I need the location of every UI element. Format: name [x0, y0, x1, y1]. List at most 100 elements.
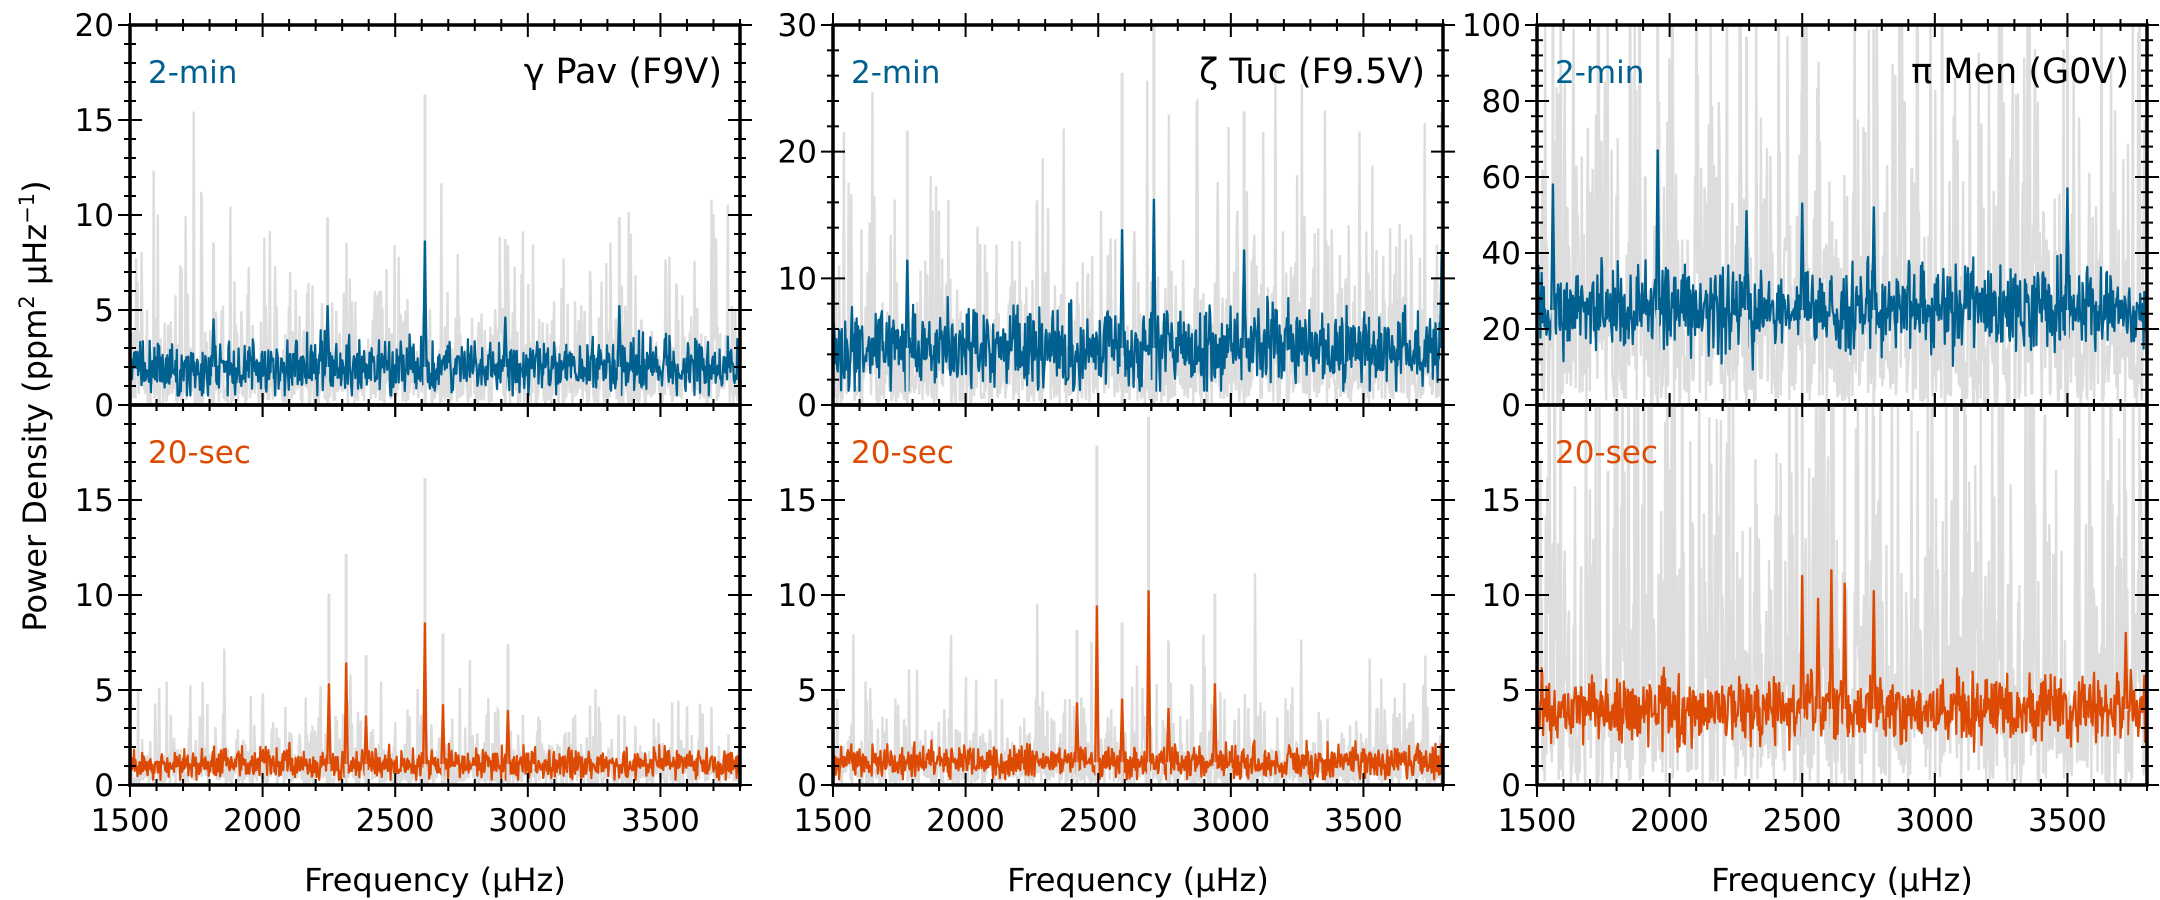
smoothed-peak — [1165, 707, 1172, 763]
smoothed-peak — [422, 240, 428, 368]
x-tick-label: 2000 — [1630, 803, 1709, 839]
x-tick-label: 2000 — [926, 803, 1005, 839]
y-tick-label: 0 — [94, 768, 114, 804]
plot-area — [130, 94, 740, 405]
panel-ztuc-20sec: 0 5 10 15 1500 2000 2500 3000 3500 Frequency (μHz… — [778, 393, 1455, 899]
x-axis-label: Frequency (μHz) — [304, 861, 566, 899]
y-tick-label: 15 — [75, 483, 114, 519]
panel-ztuc-2min: 0 10 20 30 2-min ζ Tuc (F9.5V) — [778, 8, 1455, 424]
y-tick-label: 5 — [94, 673, 114, 709]
y-tick-label: 15 — [1482, 483, 1521, 519]
x-tick-label: 2500 — [1763, 803, 1842, 839]
star-label: π Men (G0V) — [1911, 52, 2129, 92]
y-tick-label: 10 — [75, 578, 114, 614]
smoothed-peak — [1094, 605, 1100, 763]
plot-area — [833, 416, 1443, 785]
y-tick-label: 20 — [75, 8, 114, 44]
smoothed-spectrum — [833, 295, 1443, 392]
y-tick-label: 10 — [1482, 578, 1521, 614]
y-tick-label: 5 — [1501, 673, 1521, 709]
smoothed-peak — [502, 316, 509, 368]
smoothed-peak — [1241, 249, 1247, 349]
y-tick-label: 80 — [1482, 84, 1521, 120]
y-tick-label: 15 — [75, 103, 114, 139]
star-label: γ Pav (F9V) — [524, 52, 722, 92]
smoothed-peak — [363, 715, 369, 765]
cadence-label: 2-min — [851, 55, 940, 91]
x-tick-label: 3000 — [1895, 803, 1974, 839]
smoothed-peak — [210, 318, 217, 368]
x-tick-label: 2500 — [356, 803, 435, 839]
y-tick-label: 5 — [94, 293, 114, 329]
y-axis-label-sup2: −1 — [15, 193, 39, 224]
raw-spectrum — [1537, 405, 2147, 785]
y-tick-label: 10 — [778, 578, 817, 614]
y-tick-label: 0 — [1501, 388, 1521, 424]
panel-pmen-20sec: 0 5 10 15 1500 2000 2500 3000 3500 Frequency (μHz… — [1482, 393, 2159, 899]
x-tick-label: 1500 — [794, 803, 873, 839]
plot-area — [1537, 405, 2147, 785]
cadence-label: 2-min — [148, 55, 237, 91]
smoothed-peak — [1119, 229, 1125, 349]
cadence-label: 20-sec — [148, 435, 251, 471]
x-axis-label: Frequency (μHz) — [1007, 861, 1269, 899]
smoothed-peak — [343, 662, 349, 765]
smoothed-peak — [1815, 597, 1821, 710]
smoothed-peak — [324, 305, 331, 368]
smoothed-peak — [1828, 569, 1835, 710]
x-tick-label: 3000 — [488, 803, 567, 839]
smoothed-peak — [904, 259, 911, 349]
y-tick-label: 5 — [797, 673, 817, 709]
x-tick-label: 1500 — [91, 803, 170, 839]
smoothed-peak — [326, 683, 332, 765]
x-axis-label: Frequency (μHz) — [1711, 861, 1973, 899]
plot-area — [1537, 25, 2147, 405]
panel-gpav-2min: 0 5 10 15 20 2-min γ Pav (F9V) — [75, 8, 752, 424]
smoothed-peak — [1550, 183, 1556, 311]
y-tick-label: 0 — [797, 388, 817, 424]
y-tick-label: 10 — [778, 261, 817, 297]
smoothed-peak — [505, 709, 511, 765]
smoothed-spectrum — [130, 741, 740, 781]
smoothed-peak — [2064, 187, 2071, 311]
panel-gpav-20sec: 0 5 10 15 1500 2000 2500 3000 3500 Frequency (μHz… — [75, 393, 752, 899]
star-label: ζ Tuc (F9.5V) — [1199, 52, 1425, 92]
y-tick-label: 30 — [778, 8, 817, 44]
x-tick-label: 2500 — [1059, 803, 1138, 839]
y-tick-label: 20 — [778, 135, 817, 171]
smoothed-peak — [1151, 198, 1157, 349]
x-tick-label: 3000 — [1191, 803, 1270, 839]
x-tick-label: 3500 — [1324, 803, 1403, 839]
panel-pmen-2min: 0 20 40 60 80 100 2-min π Men (G0V) — [1462, 8, 2159, 424]
smoothed-peak — [1871, 590, 1877, 710]
smoothed-peak — [1119, 698, 1125, 763]
cadence-label: 20-sec — [851, 435, 954, 471]
y-tick-label: 60 — [1482, 160, 1521, 196]
y-axis-label-sup1: 2 — [15, 295, 39, 308]
y-tick-label: 10 — [75, 198, 114, 234]
smoothed-peak — [1074, 702, 1080, 763]
cadence-label: 20-sec — [1555, 435, 1658, 471]
y-tick-label: 0 — [797, 768, 817, 804]
smoothed-spectrum — [833, 739, 1443, 781]
smoothed-spectrum — [1537, 253, 2147, 371]
x-tick-label: 3500 — [2028, 803, 2107, 839]
y-axis-label: Power Density (ppm2 μHz−1) — [15, 180, 54, 631]
y-tick-label: 0 — [94, 388, 114, 424]
smoothed-peak — [2123, 631, 2129, 710]
plot-area — [130, 478, 740, 785]
y-tick-label: 0 — [1501, 768, 1521, 804]
x-tick-label: 3500 — [621, 803, 700, 839]
smoothed-peak — [1743, 210, 1750, 311]
cadence-label: 2-min — [1555, 55, 1644, 91]
smoothed-peak — [1145, 590, 1152, 763]
y-tick-label: 100 — [1462, 8, 1521, 44]
y-axis-label-mid: μHz — [16, 224, 54, 295]
smoothed-peak — [1799, 202, 1805, 311]
x-tick-label: 1500 — [1498, 803, 1577, 839]
y-axis-label-end: ) — [16, 180, 54, 192]
smoothed-peak — [1212, 683, 1218, 763]
smoothed-peak — [1799, 574, 1805, 710]
